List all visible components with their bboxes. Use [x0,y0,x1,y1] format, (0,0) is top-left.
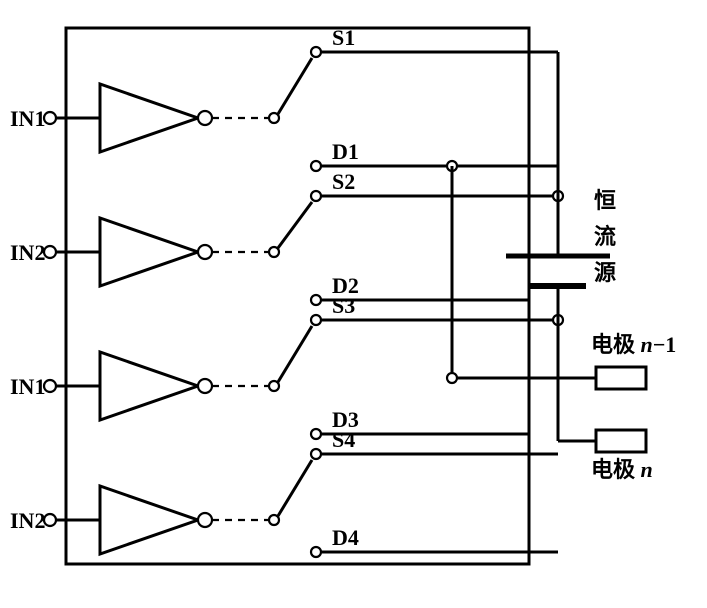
switch-label-S1: S1 [332,25,355,50]
input-label-3: IN1 [10,374,45,399]
inverter-3 [100,352,198,420]
inverter-2 [100,218,198,286]
switch-label-S4: S4 [332,427,355,452]
source-label-char-2: 源 [594,260,616,285]
switch-label-S2: S2 [332,169,355,194]
electrode-label-2: 电极 n [591,457,653,482]
input-label-1: IN1 [10,106,45,131]
input-label-2: IN2 [10,240,45,265]
switch-label-S3: S3 [332,293,355,318]
source-label-char-0: 恒 [594,188,616,213]
switch-label-D4: D4 [332,525,359,550]
inverter-4 [100,486,198,554]
source-label-char-1: 流 [594,224,616,249]
inverter-1 [100,84,198,152]
switch-label-D1: D1 [332,139,359,164]
input-label-4: IN2 [10,508,45,533]
electrode-label-1: 电极 n−1 [591,332,676,357]
